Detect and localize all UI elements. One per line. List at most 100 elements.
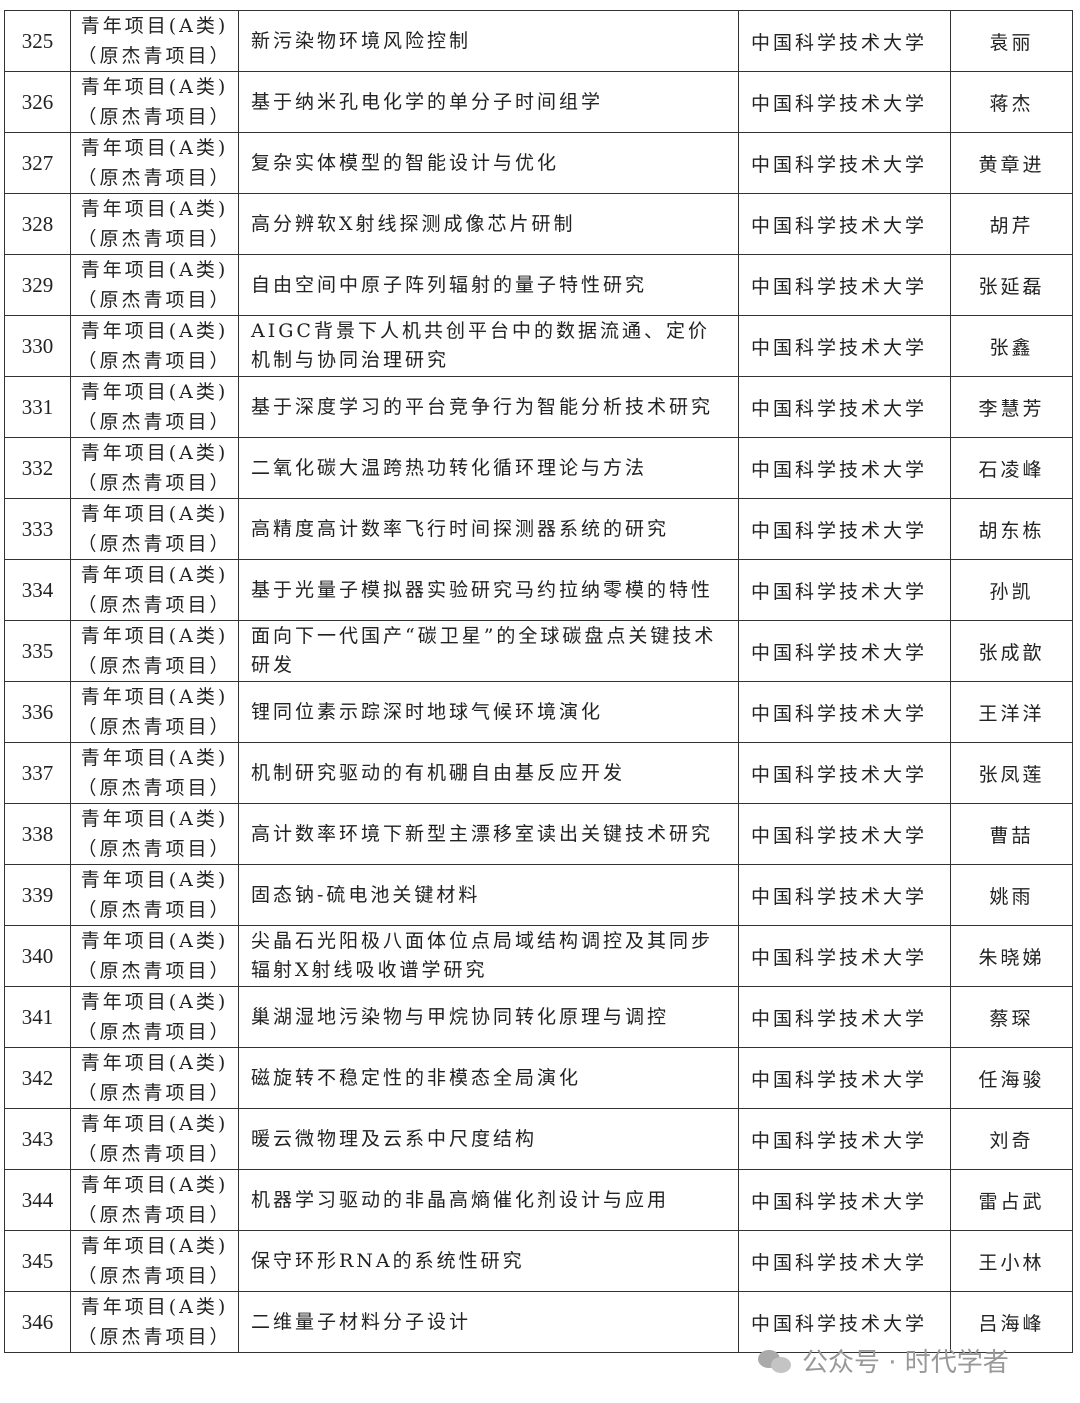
category-line2: （原杰青项目）	[77, 228, 232, 250]
institution: 中国科学技术大学	[738, 986, 951, 1048]
table-row: 327 青年项目(A类) （原杰青项目） 复杂实体模型的智能设计与优化 中国科学技术大学…	[4, 132, 1073, 194]
row-number: 340	[4, 925, 71, 987]
category-line2: （原杰青项目）	[77, 716, 232, 738]
category-line2: （原杰青项目）	[77, 45, 232, 67]
pi-name: 姚雨	[950, 864, 1073, 926]
project-category: 青年项目(A类) （原杰青项目）	[70, 132, 239, 194]
project-category: 青年项目(A类) （原杰青项目）	[70, 254, 239, 316]
row-number: 329	[4, 254, 71, 316]
project-category: 青年项目(A类) （原杰青项目）	[70, 498, 239, 560]
table-row: 335 青年项目(A类) （原杰青项目） 面向下一代国产“碳卫星”的全球碳盘点关键技术…	[4, 620, 1073, 682]
institution: 中国科学技术大学	[738, 437, 951, 499]
project-title: 保守环形RNA的系统性研究	[238, 1230, 739, 1292]
category-line1: 青年项目(A类)	[80, 137, 229, 159]
category-line2: （原杰青项目）	[77, 838, 232, 860]
project-category: 青年项目(A类) （原杰青项目）	[70, 1047, 239, 1109]
table-row: 333 青年项目(A类) （原杰青项目） 高精度高计数率飞行时间探测器系统的研究 中国科…	[4, 498, 1073, 560]
table-row: 331 青年项目(A类) （原杰青项目） 基于深度学习的平台竞争行为智能分析技术研究中…	[4, 376, 1073, 438]
project-category: 青年项目(A类) （原杰青项目）	[70, 315, 239, 377]
table-row: 340 青年项目(A类) （原杰青项目） 尖晶石光阳极八面体位点局域结构调控及其同步辐…	[4, 925, 1073, 987]
row-number: 334	[4, 559, 71, 621]
category-line2: （原杰青项目）	[77, 899, 232, 921]
category-line2: （原杰青项目）	[77, 655, 232, 677]
row-number: 344	[4, 1169, 71, 1231]
category-line1: 青年项目(A类)	[80, 503, 229, 525]
table-row: 330 青年项目(A类) （原杰青项目） AIGC背景下人机共创平台中的数据流通、定价…	[4, 315, 1073, 377]
category-line1: 青年项目(A类)	[80, 747, 229, 769]
row-number: 341	[4, 986, 71, 1048]
category-line1: 青年项目(A类)	[80, 76, 229, 98]
category-line2: （原杰青项目）	[77, 777, 232, 799]
category-line1: 青年项目(A类)	[80, 1113, 229, 1135]
project-title: 复杂实体模型的智能设计与优化	[238, 132, 739, 194]
project-title: 磁旋转不稳定性的非模态全局演化	[238, 1047, 739, 1109]
category-line2: （原杰青项目）	[77, 1143, 232, 1165]
project-title: 基于光量子模拟器实验研究马约拉纳零模的特性	[238, 559, 739, 621]
pi-name: 石凌峰	[950, 437, 1073, 499]
project-title: 基于纳米孔电化学的单分子时间组学	[238, 71, 739, 133]
institution: 中国科学技术大学	[738, 376, 951, 438]
project-title: 基于深度学习的平台竞争行为智能分析技术研究	[238, 376, 739, 438]
category-line2: （原杰青项目）	[77, 1326, 232, 1348]
table-row: 329 青年项目(A类) （原杰青项目） 自由空间中原子阵列辐射的量子特性研究 中国科学…	[4, 254, 1073, 316]
project-title: 机器学习驱动的非晶高熵催化剂设计与应用	[238, 1169, 739, 1231]
table-row: 346 青年项目(A类) （原杰青项目） 二维量子材料分子设计 中国科学技术大学 吕海峰	[4, 1291, 1073, 1353]
project-category: 青年项目(A类) （原杰青项目）	[70, 193, 239, 255]
institution: 中国科学技术大学	[738, 925, 951, 987]
institution: 中国科学技术大学	[738, 498, 951, 560]
table-row: 337 青年项目(A类) （原杰青项目） 机制研究驱动的有机硼自由基反应开发 中国科学技…	[4, 742, 1073, 804]
category-line2: （原杰青项目）	[77, 350, 232, 372]
project-category: 青年项目(A类) （原杰青项目）	[70, 376, 239, 438]
institution: 中国科学技术大学	[738, 681, 951, 743]
pi-name: 胡东栋	[950, 498, 1073, 560]
category-line1: 青年项目(A类)	[80, 198, 229, 220]
category-line1: 青年项目(A类)	[80, 381, 229, 403]
table-row: 341 青年项目(A类) （原杰青项目） 巢湖湿地污染物与甲烷协同转化原理与调控 中国科…	[4, 986, 1073, 1048]
table-row: 328 青年项目(A类) （原杰青项目） 高分辨软X射线探测成像芯片研制 中国科学技术大…	[4, 193, 1073, 255]
table-row: 343 青年项目(A类) （原杰青项目） 暖云微物理及云系中尺度结构 中国科学技术大学刘…	[4, 1108, 1073, 1170]
project-category: 青年项目(A类) （原杰青项目）	[70, 1230, 239, 1292]
project-category: 青年项目(A类) （原杰青项目）	[70, 986, 239, 1048]
project-title: AIGC背景下人机共创平台中的数据流通、定价机制与协同治理研究	[238, 315, 739, 377]
row-number: 326	[4, 71, 71, 133]
category-line1: 青年项目(A类)	[80, 1174, 229, 1196]
watermark-text: 公众号 · 时代学者	[802, 1348, 1009, 1378]
pi-name: 李慧芳	[950, 376, 1073, 438]
table-row: 334 青年项目(A类) （原杰青项目） 基于光量子模拟器实验研究马约拉纳零模的特性中…	[4, 559, 1073, 621]
institution: 中国科学技术大学	[738, 254, 951, 316]
row-number: 330	[4, 315, 71, 377]
institution: 中国科学技术大学	[738, 1108, 951, 1170]
pi-name: 刘奇	[950, 1108, 1073, 1170]
pi-name: 张成歆	[950, 620, 1073, 682]
project-title: 面向下一代国产“碳卫星”的全球碳盘点关键技术研发	[238, 620, 739, 682]
project-category: 青年项目(A类) （原杰青项目）	[70, 1169, 239, 1231]
category-line2: （原杰青项目）	[77, 1021, 232, 1043]
project-title: 固态钠-硫电池关键材料	[238, 864, 739, 926]
institution: 中国科学技术大学	[738, 1230, 951, 1292]
table-row: 339 青年项目(A类) （原杰青项目） 固态钠-硫电池关键材料 中国科学技术大学 姚雨	[4, 864, 1073, 926]
category-line2: （原杰青项目）	[77, 289, 232, 311]
table-row: 342 青年项目(A类) （原杰青项目） 磁旋转不稳定性的非模态全局演化 中国科学技术大…	[4, 1047, 1073, 1109]
project-category: 青年项目(A类) （原杰青项目）	[70, 925, 239, 987]
project-category: 青年项目(A类) （原杰青项目）	[70, 681, 239, 743]
table-row: 336 青年项目(A类) （原杰青项目） 锂同位素示踪深时地球气候环境演化 中国科学技术…	[4, 681, 1073, 743]
project-category: 青年项目(A类) （原杰青项目）	[70, 1291, 239, 1353]
category-line1: 青年项目(A类)	[80, 869, 229, 891]
category-line2: （原杰青项目）	[77, 106, 232, 128]
project-category: 青年项目(A类) （原杰青项目）	[70, 1108, 239, 1170]
row-number: 328	[4, 193, 71, 255]
row-number: 331	[4, 376, 71, 438]
row-number: 346	[4, 1291, 71, 1353]
watermark: 公众号 · 时代学者	[758, 1342, 1009, 1379]
pi-name: 朱晓娣	[950, 925, 1073, 987]
project-title: 高精度高计数率飞行时间探测器系统的研究	[238, 498, 739, 560]
row-number: 343	[4, 1108, 71, 1170]
institution: 中国科学技术大学	[738, 803, 951, 865]
project-title: 新污染物环境风险控制	[238, 10, 739, 72]
category-line2: （原杰青项目）	[77, 533, 232, 555]
institution: 中国科学技术大学	[738, 864, 951, 926]
project-category: 青年项目(A类) （原杰青项目）	[70, 559, 239, 621]
project-title: 巢湖湿地污染物与甲烷协同转化原理与调控	[238, 986, 739, 1048]
pi-name: 袁丽	[950, 10, 1073, 72]
institution: 中国科学技术大学	[738, 1291, 951, 1353]
